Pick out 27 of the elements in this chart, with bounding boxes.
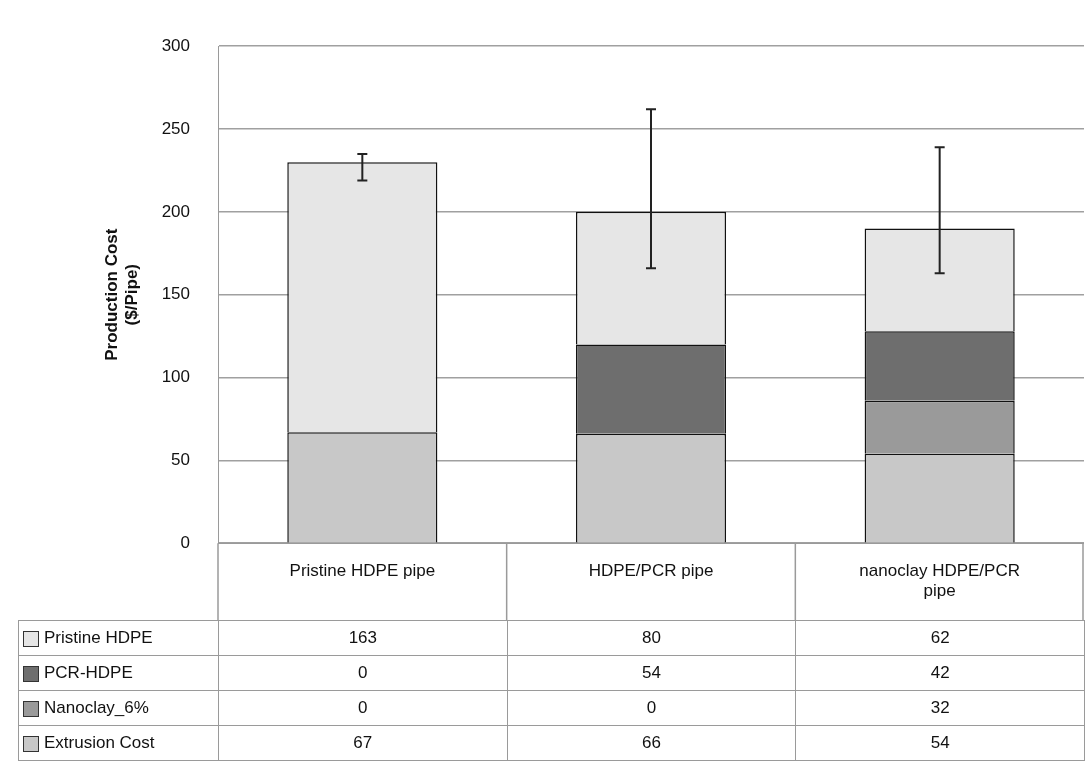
data-label: 80: [507, 620, 796, 656]
legend-label: Nanoclay_6%: [44, 698, 149, 717]
y-tick-label: 0: [180, 532, 190, 552]
x-tick-label: Pristine HDPE pipe: [289, 561, 436, 581]
data-label: 163: [218, 620, 508, 656]
x-tick-label: nanoclay HDPE/PCR pipe: [859, 561, 1020, 601]
data-label: 62: [795, 620, 1085, 656]
y-tick-label: 100: [161, 367, 190, 387]
y-tick-label: 200: [161, 201, 190, 221]
data-label: 54: [507, 655, 796, 691]
data-label: 32: [795, 690, 1085, 726]
legend-label: Pristine HDPE: [44, 628, 153, 647]
y-tick-label: 300: [161, 35, 190, 55]
data-label: 0: [218, 655, 508, 691]
legend-label: PCR-HDPE: [44, 663, 133, 682]
x-tick-label: HDPE/PCR pipe: [588, 561, 714, 581]
y-axis-title: Production Cost ($/Pipe): [101, 228, 142, 361]
data-label: 0: [218, 690, 508, 726]
y-tick-label: 50: [171, 450, 190, 470]
y-tick-label: 250: [161, 118, 190, 138]
data-label: 42: [795, 655, 1085, 691]
data-label: 54: [795, 725, 1085, 761]
data-label: 67: [218, 725, 508, 761]
legend-label: Extrusion Cost: [44, 733, 155, 752]
data-label: 66: [507, 725, 796, 761]
data-label: 0: [507, 690, 796, 726]
y-tick-label: 150: [161, 284, 190, 304]
